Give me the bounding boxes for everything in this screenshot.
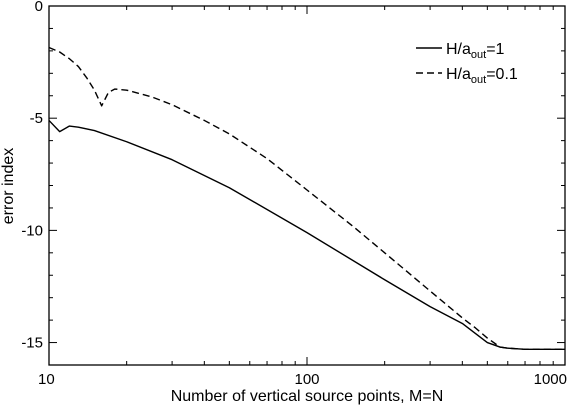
legend-label-series-2-tail: =0.1 [486,66,518,83]
series-1-line [48,119,565,350]
x-axis-label: Number of vertical source points, M=N [171,388,444,405]
legend-label-series-1-tail: =1 [486,41,504,58]
y-tick-label: 0 [35,0,43,15]
y-tick-label: -10 [21,222,43,239]
axis-tick-labels: 10 100 1000 0 -5 -10 -15 [21,0,567,388]
legend-label-series-2-sub: out [471,74,486,86]
legend: H/aout=1 H/aout=0.1 [416,41,518,86]
axis-ticks [48,5,566,366]
y-tick-label: -5 [30,110,43,127]
series-2-line [48,46,565,350]
plot-frame [48,5,566,366]
legend-label-series-1: H/aout=1 [446,41,505,61]
legend-label-series-2: H/aout=0.1 [446,66,518,86]
legend-label-series-2-main: H/a [446,66,471,83]
y-axis-label: error index [0,148,17,224]
x-tick-label: 100 [294,371,319,388]
x-tick-label: 10 [38,371,55,388]
y-tick-label: -15 [21,335,43,352]
plot-lines [48,46,565,350]
x-tick-label: 1000 [534,371,567,388]
legend-label-series-1-main: H/a [446,41,471,58]
legend-label-series-1-sub: out [471,49,486,61]
